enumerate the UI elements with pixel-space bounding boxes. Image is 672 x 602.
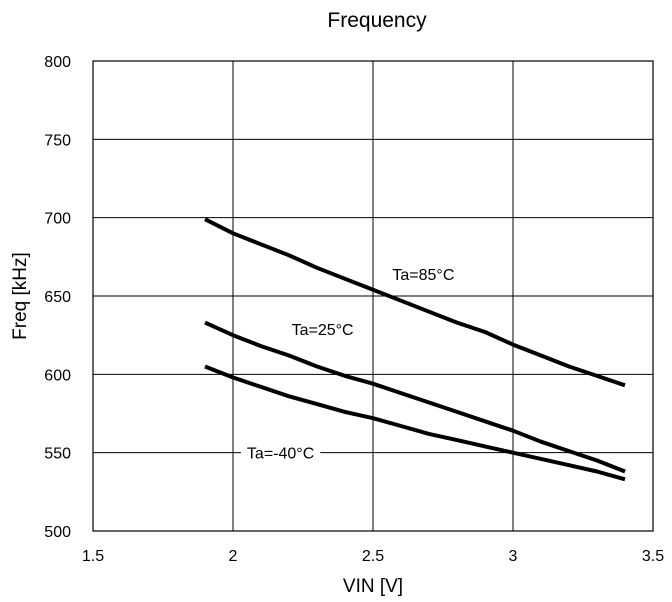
curve-annotations: Ta=85°C Ta=25°C Ta=-40°C <box>240 264 461 466</box>
y-tick-label: 800 <box>44 54 71 71</box>
annotation-2: Ta=-40°C <box>240 442 321 466</box>
x-tick-label: 3.5 <box>642 548 664 565</box>
y-tick-label: 650 <box>44 289 71 306</box>
y-tick-label: 550 <box>44 446 71 463</box>
series-lines <box>204 217 626 482</box>
annotation-label: Ta=25°C <box>292 322 354 339</box>
annotation-bg <box>285 318 360 342</box>
plot-area-frame <box>92 60 654 532</box>
annotation-label: Ta=-40°C <box>247 446 314 463</box>
annotation-0: Ta=85°C <box>386 264 461 288</box>
annotation-bg <box>240 442 321 466</box>
x-tick-label: 3 <box>509 548 518 565</box>
chart-title: Frequency <box>327 9 427 32</box>
x-tick-label: 1.5 <box>82 548 104 565</box>
series-line-1 <box>204 320 626 474</box>
y-tick-label: 500 <box>44 524 71 541</box>
y-tick-label: 750 <box>44 132 71 149</box>
x-tick-label: 2.5 <box>362 548 384 565</box>
annotation-bg <box>386 264 461 288</box>
x-tick-label: 2 <box>229 548 238 565</box>
series-line-0 <box>204 217 626 388</box>
annotation-label: Ta=85°C <box>392 267 454 284</box>
grid-lines <box>93 61 653 531</box>
x-axis-title: VIN [V] <box>343 576 403 597</box>
y-tick-label: 600 <box>44 367 71 384</box>
y-tick-label: 700 <box>44 211 71 228</box>
series-line-2 <box>204 364 626 482</box>
tick-labels: 1.5 2 2.5 3 3.5 500 550 600 650 700 750 800 <box>44 54 664 565</box>
annotation-1: Ta=25°C <box>285 318 360 342</box>
y-axis-title: Freq [kHz] <box>10 252 31 340</box>
